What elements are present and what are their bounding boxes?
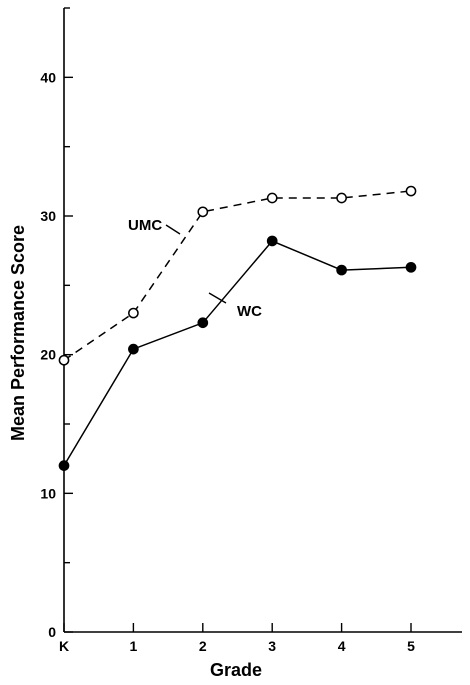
x-tick-label: 4 — [338, 638, 346, 654]
umc-data-point — [58, 354, 70, 366]
umc-series-line — [63, 190, 412, 361]
wc-series-line — [63, 240, 412, 466]
umc-series-label: UMC — [128, 217, 162, 234]
x-axis-title: Grade — [210, 660, 262, 680]
x-tick-label: 1 — [130, 638, 138, 654]
wc-series-label: WC — [237, 303, 262, 320]
umc-data-point — [405, 185, 417, 197]
wc-data-point — [197, 317, 209, 329]
x-tick-label: K — [59, 638, 69, 654]
series-lines — [63, 190, 412, 466]
umc-data-point — [197, 206, 209, 218]
y-axis-title: Mean Performance Score — [8, 225, 28, 441]
y-tick-label: 30 — [40, 208, 56, 224]
series-points — [58, 185, 417, 471]
x-tick-label: 5 — [407, 638, 415, 654]
wc-data-point — [58, 460, 70, 471]
y-tick-label: 10 — [40, 485, 56, 501]
umc-data-point — [336, 192, 347, 204]
wc-label-leader — [208, 292, 227, 304]
y-ticks: 0 10 20 30 40 — [40, 7, 73, 640]
series-labels: UMC WC — [128, 217, 262, 320]
x-tick-label: 3 — [268, 638, 276, 654]
x-ticks: K 1 2 3 4 5 — [59, 623, 415, 654]
y-tick-label: 40 — [40, 69, 56, 85]
axes — [63, 8, 462, 633]
wc-data-point — [128, 343, 139, 355]
umc-label-leader — [165, 224, 181, 235]
y-tick-label: 0 — [48, 624, 56, 640]
wc-data-point — [336, 264, 347, 276]
x-tick-label: 2 — [199, 638, 207, 654]
umc-data-point — [266, 192, 278, 204]
y-tick-label: 20 — [40, 347, 56, 363]
wc-data-point — [266, 235, 278, 247]
umc-data-point — [128, 307, 139, 319]
wc-data-point — [405, 261, 417, 273]
